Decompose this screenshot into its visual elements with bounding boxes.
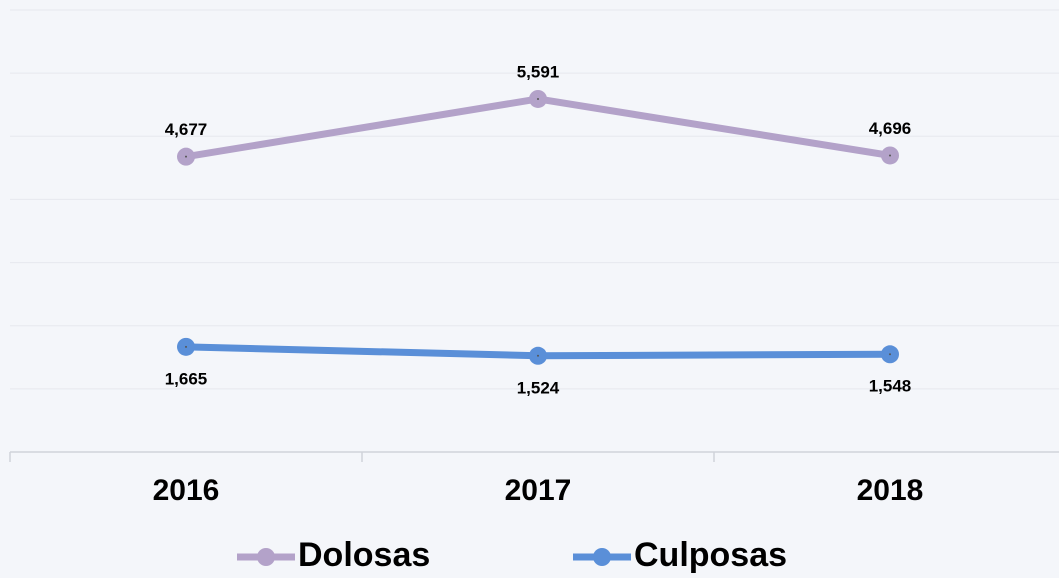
legend-marker [593, 548, 611, 566]
data-label: 1,524 [517, 378, 560, 397]
marker-dot [889, 154, 891, 157]
marker-dot [185, 345, 187, 348]
marker-dot [889, 353, 891, 356]
data-label: 1,665 [165, 369, 208, 388]
x-tick-label: 2016 [153, 474, 220, 507]
marker-dot [537, 97, 539, 100]
legend-label: Dolosas [298, 536, 430, 574]
marker-dot [537, 354, 539, 357]
legend-marker [257, 548, 275, 566]
x-tick-label: 2018 [857, 474, 924, 507]
legend-label: Culposas [634, 536, 787, 574]
marker-dot [185, 155, 187, 158]
x-tick-label: 2017 [505, 474, 572, 507]
data-label: 4,696 [869, 119, 912, 138]
data-label: 4,677 [165, 120, 208, 139]
data-label: 5,591 [517, 62, 560, 81]
data-label: 1,548 [869, 377, 912, 396]
